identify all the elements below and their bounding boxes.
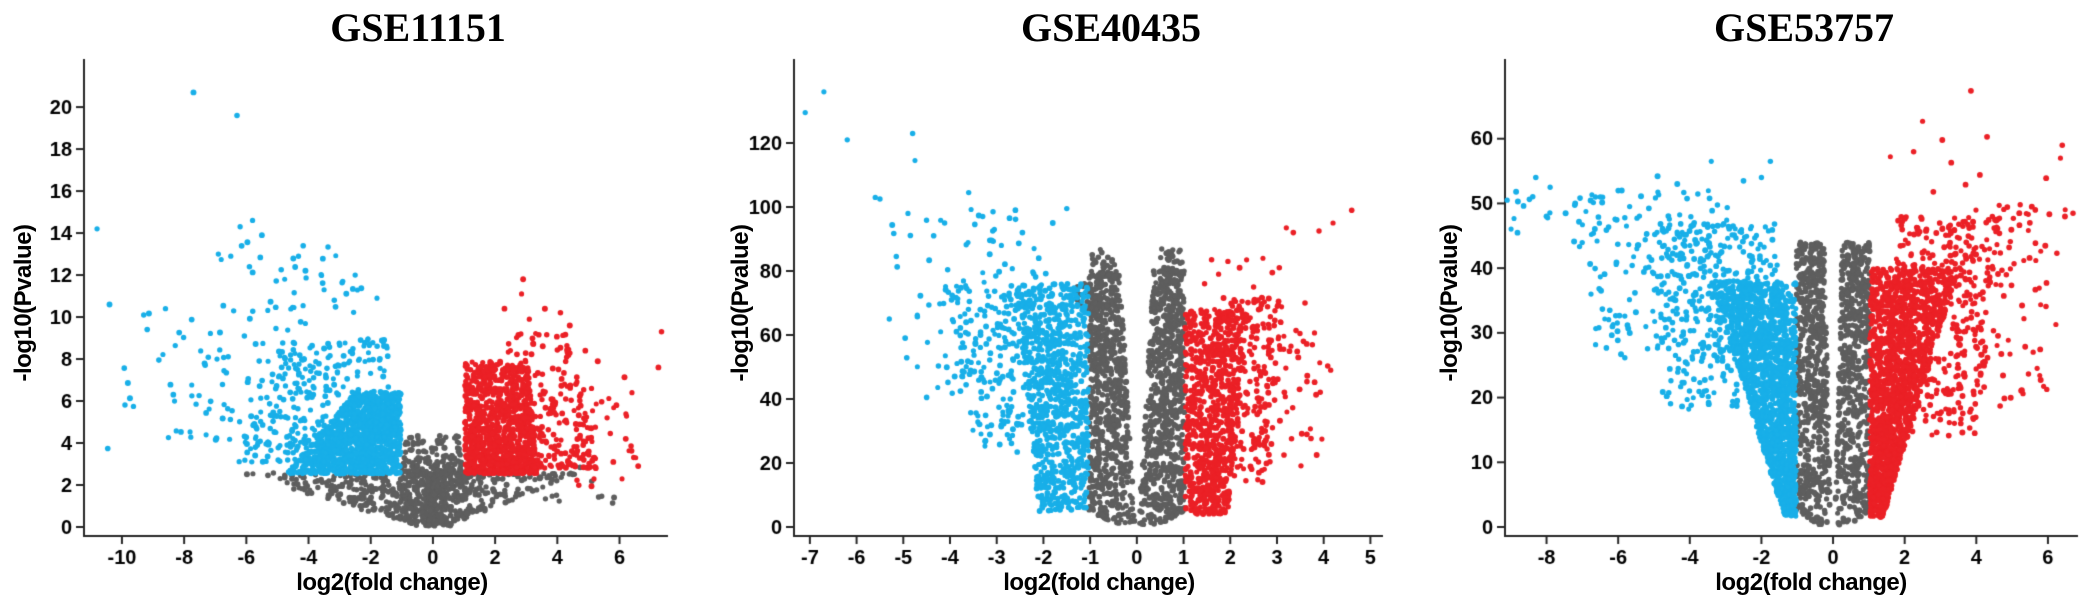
x-axis-label-gse40435: log2(fold change) [1003, 569, 1195, 596]
gse11151-volcano-canvas [0, 0, 693, 608]
panel-title-gse11151: GSE11151 [330, 5, 506, 50]
panel-gse40435: GSE40435 -log10(Pvalue) log2(fold change… [693, 0, 1386, 608]
y-axis-label-gse40435: -log10(Pvalue) [727, 224, 754, 382]
panel-gse11151: GSE11151 -log10(Pvalue) log2(fold change… [0, 0, 693, 608]
panel-title-gse40435: GSE40435 [1020, 5, 1202, 50]
y-axis-label-gse11151: -log10(Pvalue) [10, 224, 37, 382]
panel-title-gse53757: GSE53757 [1713, 5, 1895, 50]
y-axis-label-gse53757: -log10(Pvalue) [1436, 224, 1463, 382]
gse53757-volcano-canvas [1386, 0, 2079, 608]
x-axis-label-gse53757: log2(fold change) [1715, 569, 1907, 596]
gse40435-volcano-canvas [693, 0, 1386, 608]
x-axis-label-gse11151: log2(fold change) [296, 569, 488, 596]
panel-gse53757: GSE53757 -log10(Pvalue) log2(fold change… [1386, 0, 2079, 608]
